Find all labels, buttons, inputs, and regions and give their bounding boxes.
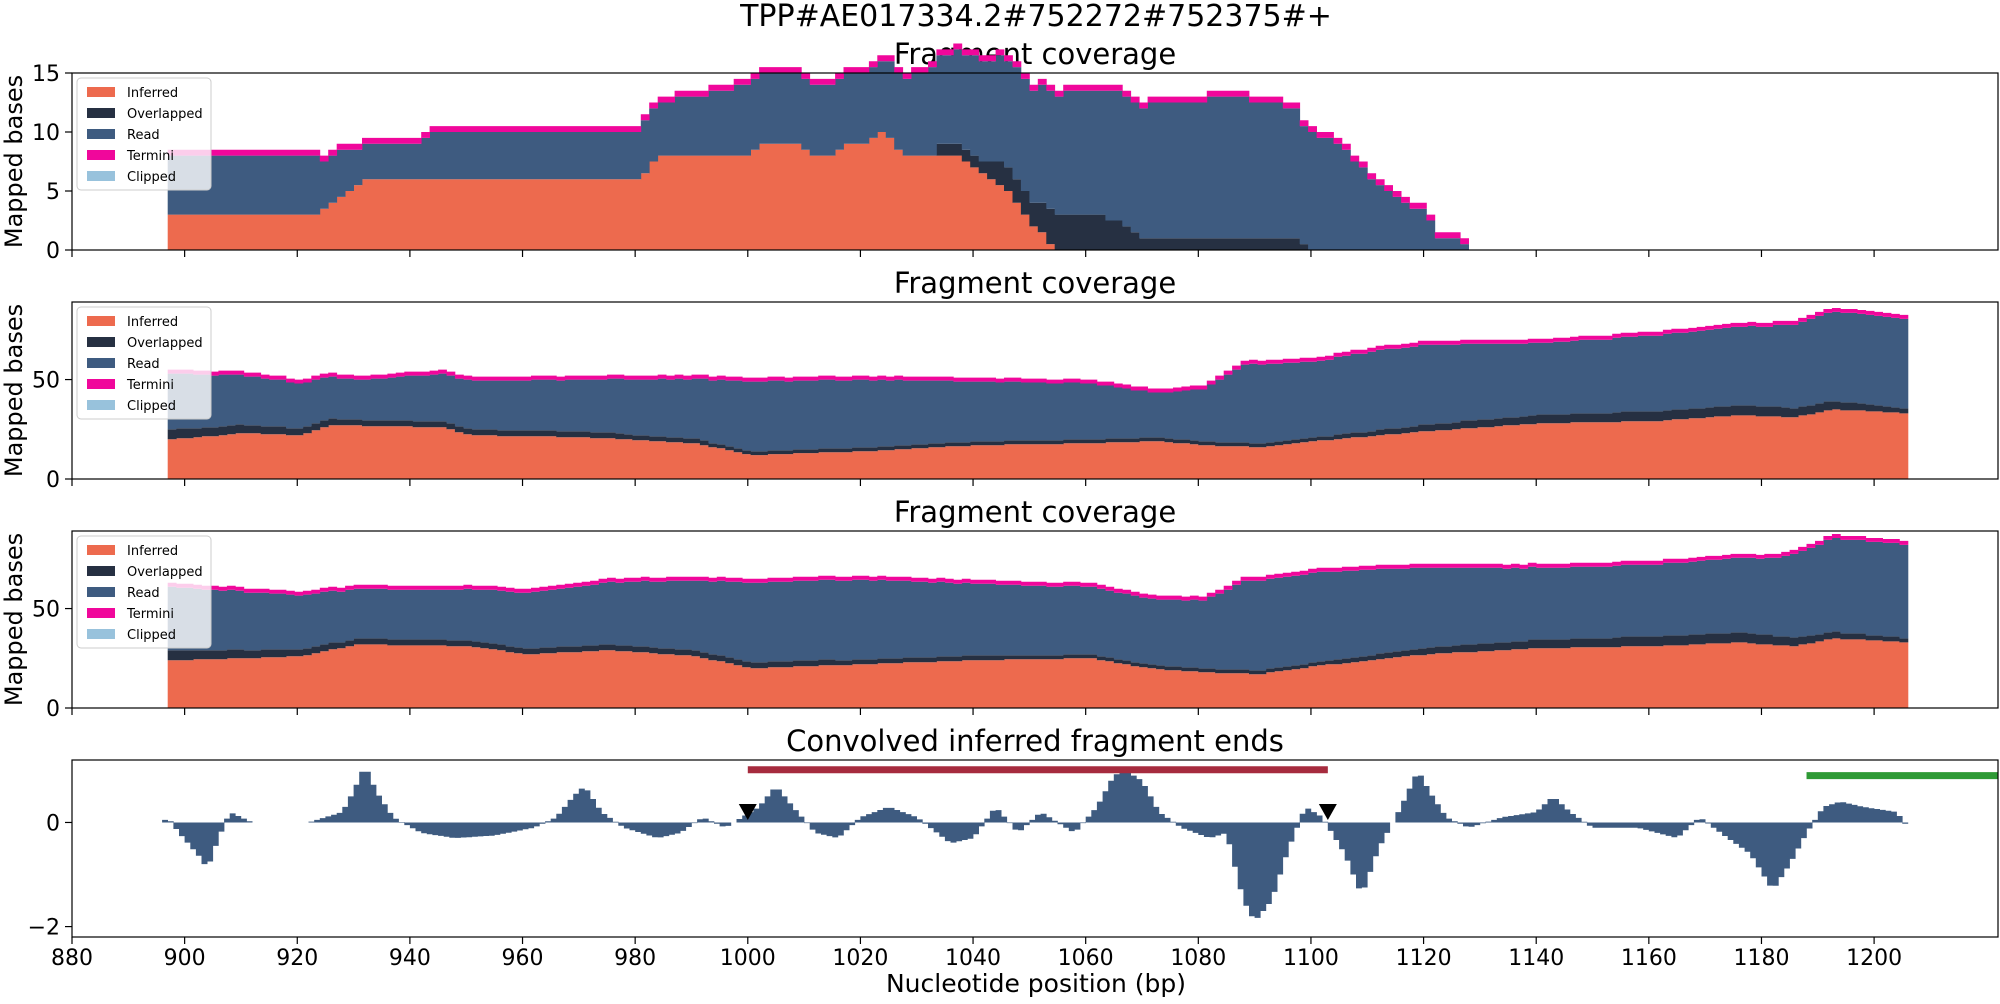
legend-swatch-inferred	[87, 316, 115, 326]
legend-swatch-clipped	[87, 171, 115, 181]
x-tick-label: 1180	[1733, 946, 1789, 971]
series-read	[167, 538, 1909, 671]
y-axis-label: Mapped bases	[0, 75, 28, 248]
axes-frame	[71, 301, 1999, 480]
legend-box	[76, 535, 212, 649]
y-tick-label: 0	[46, 697, 60, 722]
legend-swatch-clipped	[87, 629, 115, 639]
legend-swatch-read	[87, 358, 115, 368]
legend-box	[76, 306, 212, 420]
panel-title: Fragment coverage	[894, 266, 1176, 300]
x-axis-label: Nucleotide position (bp)	[886, 969, 1186, 998]
x-tick-label: 1100	[1283, 946, 1339, 971]
legend-label-read: Read	[127, 128, 160, 143]
legend-swatch-termini	[87, 608, 115, 618]
series-termini	[167, 534, 1909, 601]
x-tick-label: 1120	[1396, 946, 1452, 971]
axes-frame	[71, 759, 1999, 938]
legend-label-read: Read	[127, 357, 160, 372]
series-overlapped	[167, 401, 1909, 456]
series-overlapped	[167, 631, 1909, 675]
legend-swatch-inferred	[87, 545, 115, 555]
series-read	[167, 49, 1470, 251]
figure-title: TPP#AE017334.2#752272#752375#+	[739, 0, 1332, 34]
series-termini	[167, 43, 1470, 245]
legend-label-overlapped: Overlapped	[127, 107, 203, 122]
panel-4: Convolved inferred fragment ends −2 0 880 90…	[28, 724, 1999, 971]
x-tick-label: 900	[164, 946, 206, 971]
series-read	[167, 311, 1909, 452]
y-axis-label: Mapped bases	[0, 533, 28, 706]
legend-label-inferred: Inferred	[127, 544, 178, 559]
y-tick-label: 10	[32, 121, 60, 146]
axes-frame	[71, 72, 1999, 251]
x-tick-label: 920	[276, 946, 318, 971]
x-tick-label: 1080	[1170, 946, 1226, 971]
legend-label-clipped: Clipped	[127, 628, 176, 643]
x-tick-label: 1200	[1846, 946, 1902, 971]
legend-swatch-overlapped	[87, 108, 115, 118]
legend-swatch-termini	[87, 379, 115, 389]
panels: Fragment coverage Mapped bases Inferred Ove…	[0, 37, 1999, 971]
legend-label-overlapped: Overlapped	[127, 565, 203, 580]
legend: Inferred Overlapped Read Termini Clipped	[76, 535, 212, 649]
x-tick-label: 980	[614, 946, 656, 971]
legend-label-inferred: Inferred	[127, 315, 178, 330]
x-tick-label: 880	[51, 946, 93, 971]
legend-label-termini: Termini	[126, 149, 174, 164]
x-tick-label: 1140	[1508, 946, 1564, 971]
x-tick-label: 1040	[945, 946, 1001, 971]
legend-swatch-overlapped	[87, 566, 115, 576]
legend-swatch-termini	[87, 150, 115, 160]
legend: Inferred Overlapped Read Termini Clipped	[76, 306, 212, 420]
series-inferred	[167, 638, 1909, 708]
y-axis-label: Mapped bases	[0, 304, 28, 477]
legend-label-overlapped: Overlapped	[127, 336, 203, 351]
x-tick-label: 960	[502, 946, 544, 971]
legend-swatch-inferred	[87, 87, 115, 97]
x-tick-label: 1020	[832, 946, 888, 971]
legend-label-termini: Termini	[126, 607, 174, 622]
conv-bars	[308, 771, 1909, 918]
legend: Inferred Overlapped Read Termini Clipped	[76, 77, 212, 191]
y-tick-label: 50	[32, 369, 60, 394]
legend-label-clipped: Clipped	[127, 170, 176, 185]
legend-label-clipped: Clipped	[127, 399, 176, 414]
y-tick-label: 50	[32, 598, 60, 623]
legend-swatch-read	[87, 129, 115, 139]
x-tick-label: 1160	[1621, 946, 1677, 971]
x-tick-label: 1060	[1058, 946, 1114, 971]
legend-swatch-overlapped	[87, 337, 115, 347]
legend-label-termini: Termini	[126, 378, 174, 393]
series-overlapped	[936, 143, 1309, 250]
legend-label-read: Read	[127, 586, 160, 601]
series-inferred	[167, 132, 1056, 250]
x-tick-label: 1000	[720, 946, 776, 971]
panel-title: Fragment coverage	[894, 495, 1176, 529]
legend-box	[76, 77, 212, 191]
marker-triangle-2	[1318, 804, 1337, 821]
x-tick-label: 940	[389, 946, 431, 971]
y-tick-label: 0	[46, 239, 60, 264]
panel-3: Fragment coverage Mapped bases Inferred Ove…	[0, 495, 1999, 722]
legend-swatch-read	[87, 587, 115, 597]
legend-swatch-clipped	[87, 400, 115, 410]
panel-title: Convolved inferred fragment ends	[786, 724, 1284, 758]
y-tick-label: 0	[46, 811, 60, 836]
y-tick-label: −2	[28, 916, 60, 941]
conv-bars	[162, 813, 253, 865]
legend-label-inferred: Inferred	[127, 86, 178, 101]
y-tick-label: 15	[32, 62, 60, 87]
y-tick-label: 0	[46, 468, 60, 493]
marker-triangle-1	[738, 804, 757, 821]
y-tick-label: 5	[46, 180, 60, 205]
axes-frame	[71, 530, 1999, 709]
panel-2: Fragment coverage Mapped bases Inferred Ove…	[0, 266, 1999, 493]
